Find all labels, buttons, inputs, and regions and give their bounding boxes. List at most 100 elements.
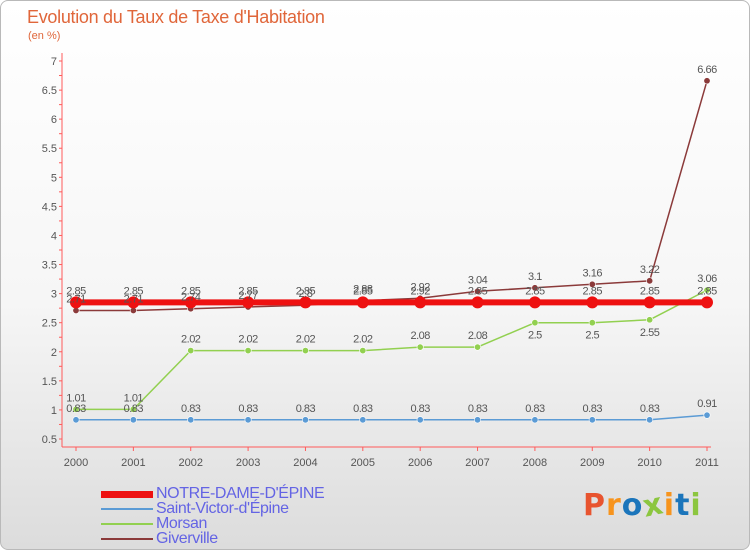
data-point [359, 347, 367, 355]
y-tick-label: 2 [51, 347, 57, 359]
data-label: 3.06 [697, 273, 717, 285]
data-label: 2.85 [66, 285, 86, 297]
data-label: 0.83 [525, 403, 545, 415]
x-tick-label: 2003 [236, 457, 260, 469]
logo-letter: i [663, 488, 676, 523]
data-label: 2.8 [299, 288, 313, 300]
data-label: 2.02 [181, 334, 201, 346]
series-line [76, 289, 708, 411]
data-label: 0.91 [697, 398, 717, 410]
data-point [414, 296, 427, 309]
legend-label: NOTRE-DAME-D'ÉPINE [156, 485, 325, 502]
data-label: 3.1 [528, 271, 542, 283]
legend-swatch [101, 508, 153, 510]
data-label: 0.83 [66, 403, 86, 415]
y-tick-label: 6.5 [42, 85, 57, 97]
data-label: 2.85 [525, 285, 545, 297]
data-label: 2.77 [238, 290, 258, 302]
data-label: 0.83 [181, 403, 201, 415]
data-point [586, 296, 599, 309]
logo-letter: P [583, 488, 606, 523]
data-label: 2.08 [410, 330, 430, 342]
y-tick-label: 2.5 [42, 318, 57, 330]
data-point [646, 277, 654, 285]
x-tick-label: 2008 [523, 457, 547, 469]
data-point [703, 77, 711, 85]
y-tick-label: 1 [51, 405, 57, 417]
data-label: 2.74 [181, 292, 201, 304]
chart-title: Evolution du Taux de Taxe d'Habitation [27, 7, 325, 27]
data-point [184, 296, 197, 309]
data-point [646, 316, 654, 324]
data-point [474, 343, 482, 351]
data-point [531, 284, 539, 292]
y-tick-label: 1.5 [42, 376, 57, 388]
data-label: 0.83 [468, 403, 488, 415]
data-label: 2.92 [410, 281, 430, 293]
legend-swatch [101, 523, 153, 525]
logo-letter: o [621, 488, 644, 523]
data-label: 2.85 [124, 285, 144, 297]
data-point [471, 296, 484, 309]
data-label: 2.02 [238, 334, 258, 346]
data-label: 2.85 [468, 285, 488, 297]
data-label: 0.83 [353, 403, 373, 415]
y-tick-label: 7 [51, 56, 57, 68]
y-tick-label: 4 [51, 230, 57, 242]
data-label: 0.83 [640, 403, 660, 415]
data-label: 2.85 [238, 285, 258, 297]
legend-label: Morsan [156, 515, 207, 532]
y-tick-label: 6 [51, 114, 57, 126]
data-point [187, 347, 195, 355]
y-tick-label: 3 [51, 289, 57, 301]
data-point [588, 416, 596, 424]
y-tick-label: 5 [51, 172, 57, 184]
data-point [244, 416, 252, 424]
data-point [70, 296, 82, 309]
data-point [127, 296, 140, 309]
y-tick-label: 3.5 [42, 260, 57, 272]
data-point [187, 416, 195, 424]
data-point [588, 319, 596, 327]
data-point [703, 286, 711, 294]
y-tick-label: 0.5 [42, 434, 57, 446]
x-tick-label: 2009 [580, 457, 604, 469]
data-point [356, 296, 369, 309]
data-label: 2.85 [353, 285, 373, 297]
data-point [359, 416, 367, 424]
data-label: 2.5 [585, 330, 599, 342]
legend-label: Giverville [156, 530, 218, 547]
data-point [701, 296, 713, 309]
data-point [528, 296, 541, 309]
data-label: 0.83 [296, 403, 316, 415]
x-tick-label: 2001 [121, 457, 145, 469]
proxiti-logo: Proxiti [583, 486, 702, 524]
series-line [76, 414, 708, 421]
data-point [72, 416, 80, 424]
x-tick-label: 2006 [408, 457, 432, 469]
data-label: 1.01 [66, 392, 86, 404]
data-label: 2.71 [66, 293, 86, 305]
data-label: 2.02 [353, 334, 373, 346]
data-label: 1.01 [124, 392, 144, 404]
data-point [416, 416, 424, 424]
logo-letter: i [690, 488, 702, 523]
x-tick-label: 2010 [637, 457, 661, 469]
data-point [299, 296, 312, 309]
data-point [588, 280, 596, 288]
y-tick-label: 4.5 [42, 201, 57, 213]
data-label: 0.83 [410, 403, 430, 415]
data-label: 2.5 [528, 330, 542, 342]
data-label: 3.22 [640, 264, 660, 276]
logo-letter: r [606, 488, 622, 523]
legend-label: Saint-Victor-d'Épine [156, 500, 289, 517]
y-tick-label: 5.5 [42, 143, 57, 155]
x-tick-label: 2002 [178, 457, 202, 469]
data-label: 2.85 [640, 285, 660, 297]
data-point [474, 287, 482, 295]
data-point [703, 411, 711, 419]
data-label: 0.83 [238, 403, 258, 415]
data-point [416, 343, 424, 351]
